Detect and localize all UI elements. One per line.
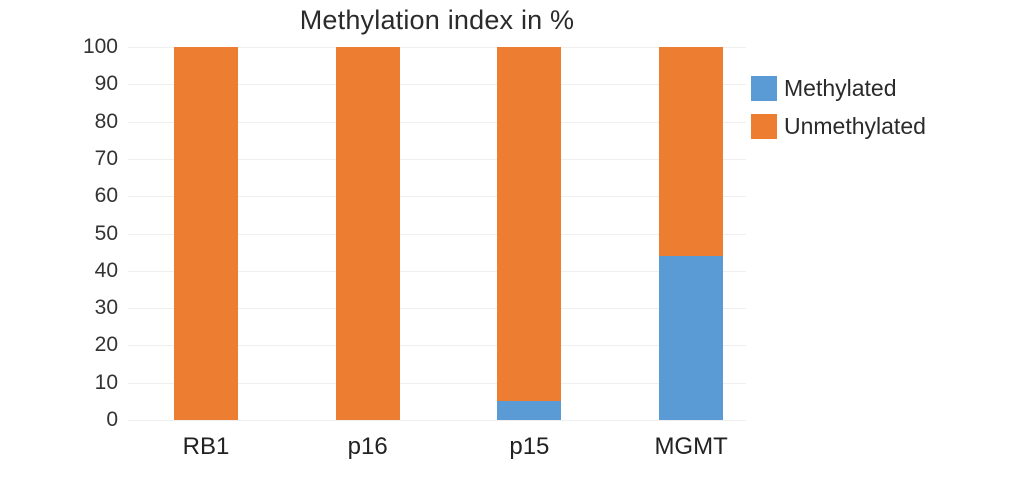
gridline	[128, 345, 746, 347]
legend-item-methylated: Methylated	[751, 75, 926, 102]
bar-p16	[335, 47, 400, 420]
y-tick-label: 20	[94, 333, 118, 357]
gridline	[128, 84, 746, 86]
bar-stack	[174, 47, 238, 420]
legend-swatch-icon	[751, 76, 777, 101]
x-category-label-p16: p16	[347, 433, 388, 460]
chart-title: Methylation index in %	[299, 5, 575, 35]
legend-label: Unmethylated	[784, 113, 926, 139]
bar-MGMT	[659, 47, 724, 420]
x-category-label-p15: p15	[509, 433, 550, 460]
gridline	[128, 270, 746, 272]
gridline	[128, 420, 746, 421]
legend-swatch-icon	[751, 114, 777, 139]
bar-stack	[335, 47, 400, 420]
bar-segment-methylated	[497, 401, 562, 420]
bar-segment-unmethylated	[335, 47, 400, 420]
y-tick-label: 10	[94, 370, 118, 394]
gridline	[128, 308, 746, 310]
y-tick-label: 100	[82, 35, 118, 58]
y-tick-label: 30	[94, 296, 118, 320]
legend-item-unmethylated: Unmethylated	[751, 113, 926, 140]
y-tick-label: 70	[94, 146, 118, 170]
bar-stack	[497, 47, 562, 420]
bar-RB1	[174, 47, 238, 420]
gridline	[128, 121, 746, 123]
bar-segment-unmethylated	[174, 47, 238, 420]
bar-segment-methylated	[659, 255, 724, 420]
bar-p15	[497, 47, 562, 420]
y-tick-label: 50	[94, 221, 118, 245]
y-tick-label: 0	[106, 408, 118, 431]
bar-segment-unmethylated	[659, 47, 724, 256]
y-tick-label: 80	[94, 109, 118, 133]
gridline	[128, 47, 746, 48]
legend: Methylated Unmethylated	[751, 75, 926, 140]
x-category-label-MGMT: MGMT	[654, 433, 728, 460]
gridline	[128, 196, 746, 198]
y-tick-label: 60	[94, 184, 118, 208]
gridline	[128, 382, 746, 384]
plot-area	[128, 47, 746, 421]
gridline	[128, 233, 746, 235]
y-tick-label: 90	[94, 72, 118, 96]
bar-segment-unmethylated	[497, 47, 562, 402]
gridline	[128, 158, 746, 160]
bar-stack	[659, 47, 724, 420]
legend-label: Methylated	[784, 75, 897, 101]
x-category-label-RB1: RB1	[182, 433, 230, 460]
y-tick-label: 40	[94, 258, 118, 282]
